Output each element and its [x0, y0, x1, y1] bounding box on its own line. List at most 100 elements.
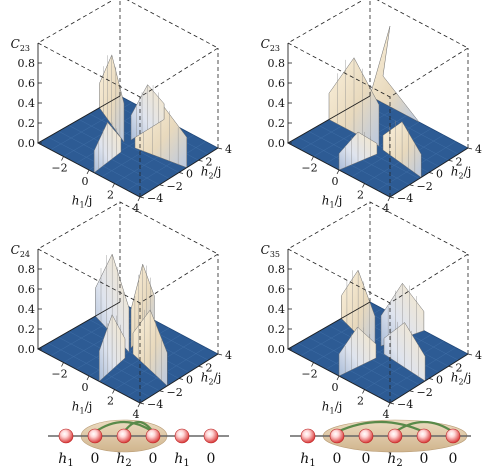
z-axis-label: C24	[11, 243, 30, 259]
chain-right: h1 0 0 h2 0 0	[290, 419, 471, 468]
site-bead	[174, 428, 190, 444]
surface-ridges	[328, 25, 422, 178]
site-bead	[58, 428, 74, 444]
x-ticks: −2 0 2 4	[301, 156, 391, 215]
z-tick-label: 0.8	[268, 57, 286, 70]
y-tick-label: −4	[147, 192, 163, 205]
x-tick-label: 0	[332, 175, 339, 188]
site-label: h2	[387, 451, 402, 468]
y-tick-label: 0	[436, 374, 443, 387]
x-tick-label: 0	[332, 381, 339, 394]
site-label: 0	[449, 451, 458, 467]
y-tick-label: 2	[456, 155, 463, 168]
z-axis-label: C23	[11, 37, 30, 53]
z-tick-label: 0.8	[268, 263, 286, 276]
site-label: h1	[174, 451, 189, 468]
correlation-arc	[394, 421, 454, 433]
site-bead	[416, 428, 432, 444]
plateau-back	[369, 25, 420, 123]
z-tick-label: 0.8	[18, 263, 36, 276]
z-tick-label: 0.2	[18, 323, 36, 336]
x-tick-label: 2	[107, 189, 114, 202]
y-ticks: 420−2 −4	[139, 349, 232, 411]
site-bead	[329, 428, 345, 444]
z-tick-label: 0.4	[18, 97, 36, 110]
site-label: h1	[300, 451, 315, 468]
y-tick-label: 4	[225, 143, 232, 156]
correlation-arc	[123, 420, 154, 433]
x-ticks: −2 0 2 4	[301, 362, 391, 421]
y-tick-label: 2	[456, 361, 463, 374]
site-bead	[116, 428, 132, 444]
correlation-arc	[336, 420, 425, 433]
site-bead	[445, 428, 461, 444]
x-tick-label: 0	[82, 381, 89, 394]
z-tick-label: 0.2	[268, 117, 286, 130]
x-axis-label: h1/j	[322, 194, 343, 210]
y-tick-label: 0	[186, 168, 193, 181]
site-label: 0	[207, 451, 216, 467]
y-tick-label: −4	[147, 398, 163, 411]
y-tick-label: −4	[397, 398, 413, 411]
z-axis-label: C23	[261, 37, 280, 53]
site-label: 0	[362, 451, 371, 467]
z-ticks: 0.8 0.6 0.4 0.2 0.0	[18, 263, 42, 356]
site-label: 0	[91, 451, 100, 467]
site-label: h1	[58, 451, 73, 468]
site-bead	[203, 428, 219, 444]
z-tick-label: 0.4	[268, 97, 286, 110]
z-tick-label: 0.6	[268, 77, 286, 90]
y-tick-label: 2	[206, 361, 213, 374]
y-axis-label: h2/j	[201, 165, 222, 181]
y-tick-label: −2	[417, 180, 433, 193]
y-tick-label: 0	[186, 374, 193, 387]
y-tick-label: −2	[167, 180, 183, 193]
y-axis-label: h2/j	[451, 165, 472, 181]
z-tick-label: 0.2	[18, 117, 36, 130]
x-tick-label: 4	[133, 202, 140, 215]
correlation-arc	[94, 421, 154, 433]
z-tick-label: 0.0	[268, 137, 286, 150]
surface-ridges	[95, 253, 168, 387]
x-tick-label: −2	[301, 162, 317, 175]
site-bead	[387, 428, 403, 444]
z-tick-label: 0.6	[18, 283, 36, 296]
site-bead	[145, 428, 161, 444]
x-tick-label: 4	[383, 202, 390, 215]
x-tick-label: 2	[357, 189, 364, 202]
site-label: 0	[420, 451, 429, 467]
site-label: h2	[116, 451, 131, 468]
site-label: 0	[149, 451, 158, 467]
z-ticks: 0.8 0.6 0.4 0.2 0.0	[18, 57, 42, 150]
y-tick-label: −2	[417, 386, 433, 399]
z-tick-label: 0.4	[268, 303, 286, 316]
site-bead	[358, 428, 374, 444]
z-axis-label: C35	[261, 243, 280, 259]
x-tick-label: 4	[133, 408, 140, 421]
z-ticks: 0.8 0.6 0.4 0.2 0.0	[268, 263, 292, 356]
x-ticks: −2 0 2 4	[51, 362, 141, 421]
y-axis-label: h2/j	[451, 371, 472, 387]
y-axis-label: h2/j	[201, 371, 222, 387]
z-ticks: 0.8 0.6 0.4 0.2 0.0	[268, 57, 292, 150]
y-tick-label: 4	[225, 349, 232, 362]
x-tick-label: −2	[51, 162, 67, 175]
x-tick-label: 4	[383, 408, 390, 421]
y-tick-label: 4	[475, 143, 482, 156]
x-tick-label: −2	[51, 368, 67, 381]
x-tick-label: 2	[107, 395, 114, 408]
y-tick-label: 2	[206, 155, 213, 168]
x-axis-label: h1/j	[72, 400, 93, 416]
x-tick-label: 2	[357, 395, 364, 408]
z-tick-label: 0.2	[268, 323, 286, 336]
surface-ridges	[338, 269, 426, 382]
z-tick-label: 0.6	[268, 283, 286, 296]
site-label: 0	[333, 451, 342, 467]
z-tick-label: 0.8	[18, 57, 36, 70]
y-ticks: 420−2 −4	[389, 143, 482, 205]
